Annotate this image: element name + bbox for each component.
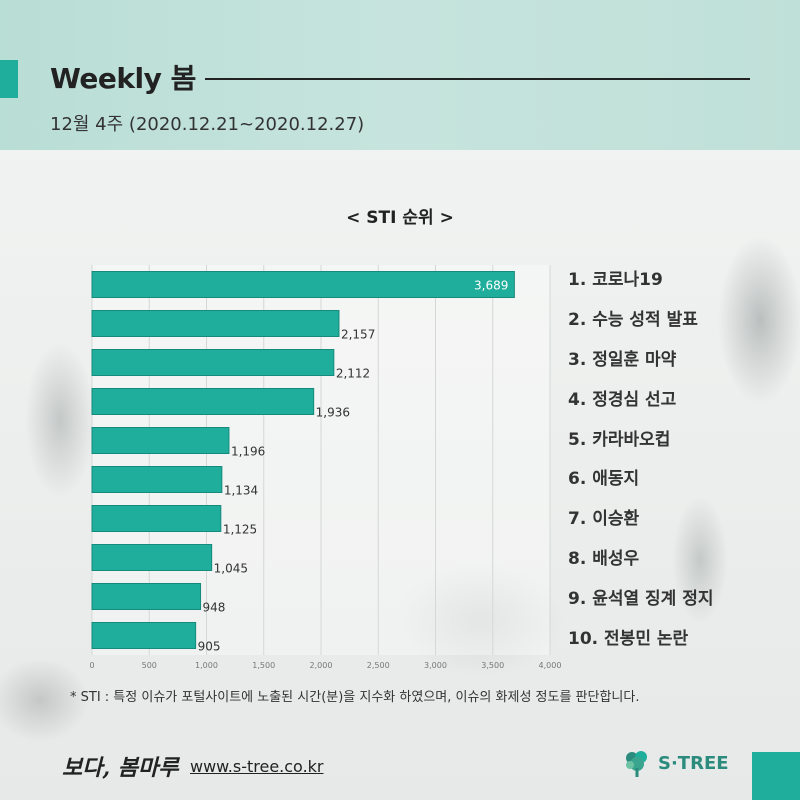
tree-icon: [626, 751, 647, 777]
x-tick-label: 3,500: [481, 661, 504, 670]
bar-value-label: 1,134: [224, 484, 258, 498]
bar: [91, 388, 315, 415]
bar-value-label: 1,045: [214, 562, 248, 576]
x-tick-label: 1,500: [252, 661, 275, 670]
rank-item: 4. 정경심 선고: [568, 389, 677, 410]
x-tick-label: 4,000: [539, 661, 562, 670]
bar-value-label: 1,936: [316, 406, 350, 420]
bar: [91, 505, 222, 532]
x-tick-label: 3,000: [424, 661, 447, 670]
x-tick-label: 2,500: [367, 661, 390, 670]
rank-item: 7. 이승환: [568, 509, 640, 530]
bar-value-label: 2,157: [341, 328, 375, 342]
rank-list: 1. 코로나19 2. 수능 성적 발표 3. 정일훈 마약 4. 정경심 선고 5. …: [568, 266, 714, 665]
bar-value-label: 3,689: [474, 279, 508, 293]
corner-accent: [752, 752, 800, 800]
footnote: * STI : 특정 이슈가 포털사이트에 노출된 시간(분)을 지수화 하였으…: [70, 690, 640, 705]
bar-value-label: 1,196: [231, 445, 265, 459]
bar-value-label: 905: [198, 640, 221, 654]
x-tick-label: 500: [142, 661, 157, 670]
rank-item: 5. 카라바오컵: [568, 429, 671, 450]
rank-item: 8. 배성우: [568, 549, 640, 570]
x-tick-label: 1,000: [195, 661, 218, 670]
bar: [91, 271, 515, 298]
rank-item: 9. 윤석열 징계 정지: [568, 589, 714, 610]
logo-text: S·TREE: [658, 752, 729, 774]
bar: [91, 622, 197, 649]
title-divider: [205, 78, 750, 80]
header-band: [0, 0, 800, 150]
chart-title: < STI 순위 >: [346, 208, 454, 228]
bar: [91, 583, 202, 610]
bar-value-label: 2,112: [336, 367, 370, 381]
bar: [91, 310, 340, 337]
bar: [91, 466, 223, 493]
title-accent-bar: [0, 60, 18, 98]
bar: [91, 427, 230, 454]
brand-signature: 보다, 봄마루: [62, 755, 179, 781]
rank-item: 3. 정일훈 마약: [568, 349, 677, 370]
x-tick-label: 2,000: [310, 661, 333, 670]
bar-value-label: 948: [203, 601, 226, 615]
rank-item: 1. 코로나19: [568, 270, 663, 290]
page-title: Weekly 봄: [50, 62, 196, 95]
bar: [91, 349, 335, 376]
bar: [91, 544, 213, 571]
page-subtitle: 12월 4주 (2020.12.21~2020.12.27): [50, 114, 365, 135]
website-link[interactable]: www.s-tree.co.kr: [190, 757, 324, 776]
rank-item: 10. 전봉민 논란: [568, 629, 689, 650]
bar-value-label: 1,125: [223, 523, 257, 537]
x-tick-label: 0: [89, 661, 94, 670]
stree-logo: S·TREE: [622, 748, 729, 778]
rank-item: 2. 수능 성적 발표: [568, 309, 698, 330]
rank-item: 6. 애동지: [568, 469, 640, 490]
